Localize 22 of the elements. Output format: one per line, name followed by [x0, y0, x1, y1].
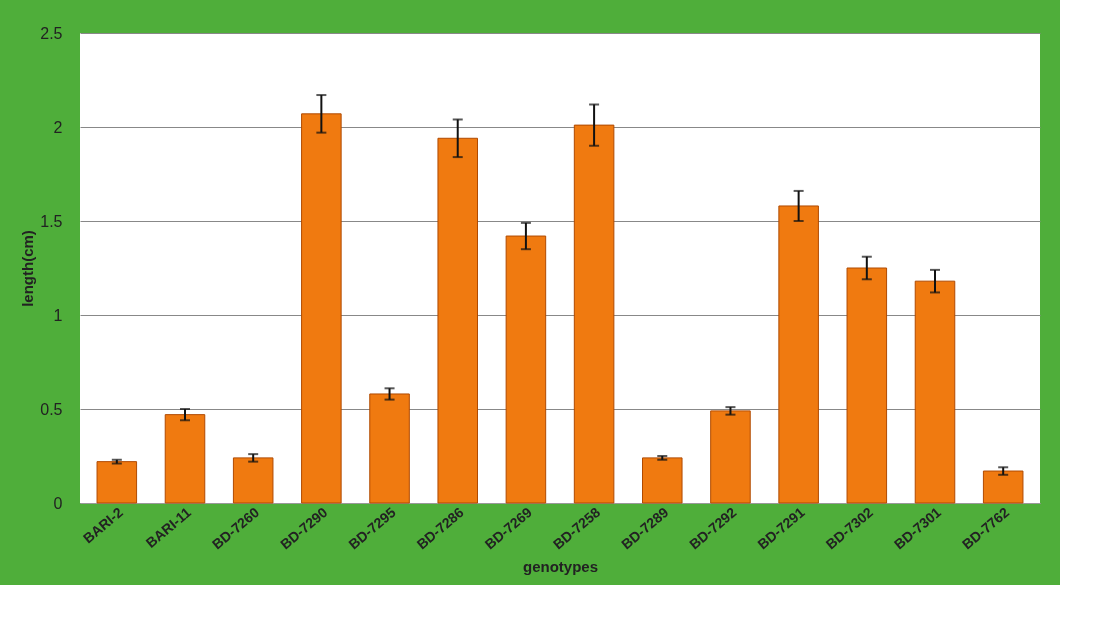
y-axis-title: length(cm) — [19, 230, 37, 307]
bar — [914, 280, 956, 504]
bar — [301, 113, 342, 504]
bar — [96, 461, 138, 504]
y-tick-label: 2.5 — [40, 24, 63, 42]
bar — [505, 235, 547, 504]
y-tick-label: 0 — [53, 494, 63, 512]
y-tick-label: 0.5 — [40, 400, 63, 418]
bar — [982, 470, 1024, 504]
bar — [778, 205, 819, 504]
bar — [369, 393, 410, 504]
bar — [642, 457, 683, 504]
bar — [573, 124, 615, 504]
bar — [846, 267, 888, 504]
bar — [232, 457, 274, 504]
y-tick-label: 1.5 — [40, 212, 63, 230]
y-tick-label: 1 — [53, 306, 63, 324]
bar — [710, 410, 751, 504]
bar — [437, 137, 478, 504]
x-axis-title: genotypes — [522, 558, 599, 576]
bar — [164, 414, 206, 504]
y-tick-label: 2 — [53, 118, 63, 136]
